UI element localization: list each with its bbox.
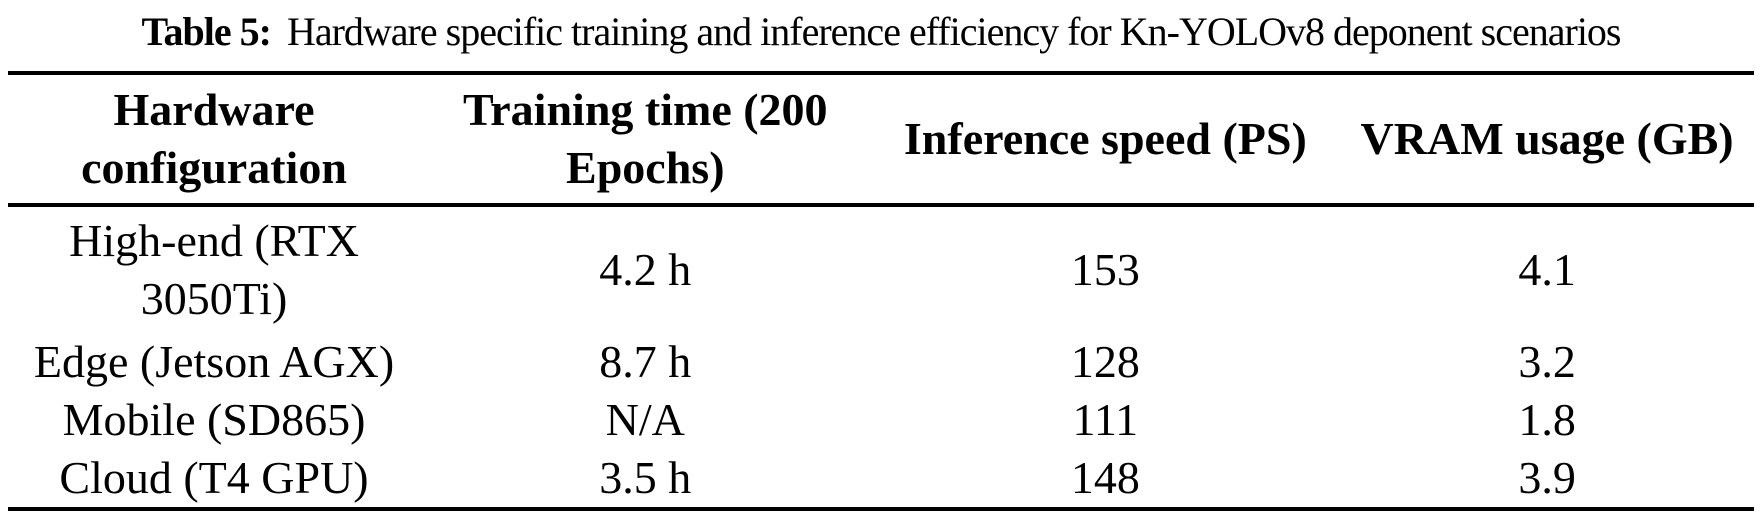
cell-training-time: 8.7 h <box>599 336 692 387</box>
cell-training-time: N/A <box>605 394 685 445</box>
cell-hardware-config: Cloud (T4 GPU) <box>59 452 369 503</box>
cell-vram-usage: 3.2 <box>1518 336 1576 387</box>
table-caption: Table 5: Hardware specific training and i… <box>0 0 1762 71</box>
col-header-inference-speed: Inference speed (PS) <box>870 73 1341 207</box>
cell-hardware-config: Edge (Jetson AGX) <box>33 336 395 387</box>
table-header-row: Hardware configuration Training time (20… <box>8 73 1754 207</box>
col-header-hardware-configuration: Hardware configuration <box>8 73 421 207</box>
cell-hardware-config: Mobile (SD865) <box>62 394 366 445</box>
col-header-training-time: Training time (200 Epochs) <box>420 73 871 207</box>
table-caption-label: Table 5: <box>141 9 272 54</box>
cell-vram-usage: 3.9 <box>1518 452 1576 503</box>
table-row-mobile: Mobile (SD865) N/A 111 1.8 <box>8 391 1754 449</box>
table-row-edge: Edge (Jetson AGX) 8.7 h 128 3.2 <box>8 333 1754 391</box>
cell-inference-speed: 111 <box>1072 394 1139 445</box>
hardware-efficiency-table: Hardware configuration Training time (20… <box>8 71 1754 511</box>
cell-vram-usage: 1.8 <box>1518 394 1576 445</box>
cell-hardware-config: High-end (RTX 3050Ti) <box>69 215 359 324</box>
cell-vram-usage: 4.1 <box>1518 244 1576 295</box>
table-caption-text: Hardware specific training and inference… <box>286 9 1622 54</box>
cell-inference-speed: 148 <box>1070 452 1140 503</box>
cell-inference-speed: 153 <box>1070 244 1140 295</box>
cell-training-time: 4.2 h <box>599 244 692 295</box>
table-row-high-end: High-end (RTX 3050Ti) 4.2 h 153 4.1 <box>8 205 1754 333</box>
col-header-vram-usage: VRAM usage (GB) <box>1340 73 1754 207</box>
cell-inference-speed: 128 <box>1070 336 1140 387</box>
table-row-cloud: Cloud (T4 GPU) 3.5 h 148 3.9 <box>8 449 1754 509</box>
cell-training-time: 3.5 h <box>599 452 692 503</box>
